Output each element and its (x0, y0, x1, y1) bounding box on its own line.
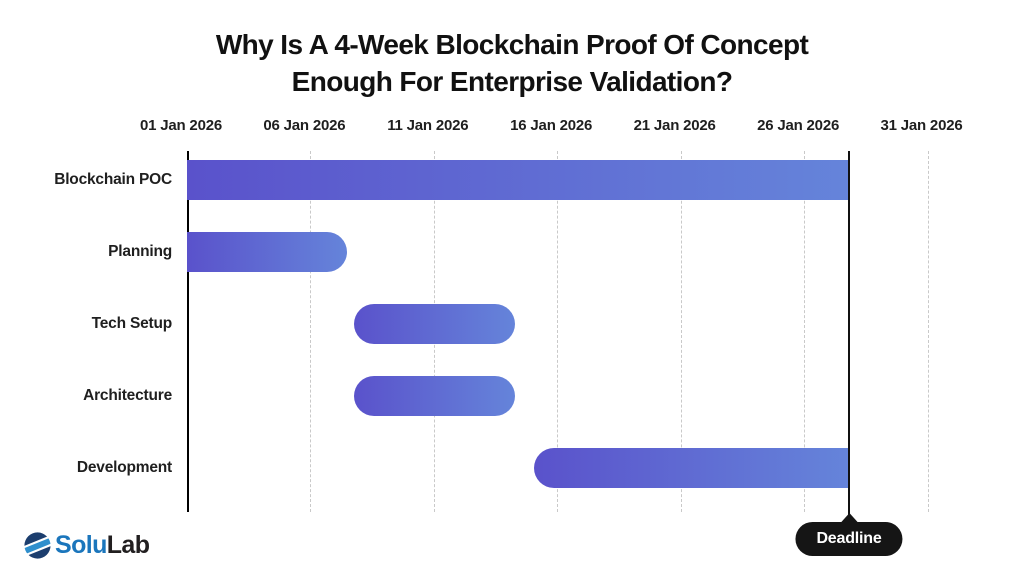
task-bar-planning (187, 232, 348, 272)
row-label-architecture: Architecture (83, 387, 172, 404)
tooltip-pointer-icon (840, 513, 858, 523)
logo-text-solu: Solu (55, 531, 107, 559)
axis-tick-label: 16 Jan 2026 (510, 117, 593, 134)
deadline-line (848, 151, 850, 515)
axis-tick-label: 26 Jan 2026 (757, 117, 840, 134)
row-label-planning: Planning (108, 243, 172, 260)
task-bar-development (533, 448, 848, 488)
deadline-tooltip-label: Deadline (795, 522, 903, 556)
chart-title-line1: Why Is A 4-Week Blockchain Proof Of Conc… (215, 29, 809, 60)
chart-title: Why Is A 4-Week Blockchain Proof Of Conc… (0, 26, 1024, 100)
chart-title-line2: Enough For Enterprise Validation? (291, 66, 733, 97)
gridline (310, 151, 312, 512)
task-bar-architecture (353, 376, 516, 416)
row-label-tech-setup: Tech Setup (91, 315, 173, 332)
solulab-logo-icon (24, 531, 51, 559)
task-bar-blockchain-poc (187, 160, 848, 200)
gridline (927, 151, 929, 512)
gridline (557, 151, 559, 512)
axis-tick-label: 31 Jan 2026 (880, 117, 963, 134)
row-label-blockchain-poc: Blockchain POC (54, 171, 172, 188)
gridline (680, 151, 682, 512)
solulab-logo-text: SoluLab (55, 531, 150, 559)
row-label-development: Development (76, 459, 172, 476)
solulab-logo: SoluLab (24, 531, 150, 559)
axis-tick-label: 21 Jan 2026 (633, 117, 716, 134)
axis-tick-label: 11 Jan 2026 (387, 117, 469, 134)
axis-tick-label: 01 Jan 2026 (139, 117, 223, 134)
gridline (804, 151, 806, 512)
logo-text-lab: Lab (106, 531, 150, 559)
task-bar-tech-setup (353, 304, 516, 344)
deadline-tooltip: Deadline (795, 513, 903, 556)
axis-tick-label: 06 Jan 2026 (263, 117, 346, 134)
y-axis-line (187, 151, 189, 512)
